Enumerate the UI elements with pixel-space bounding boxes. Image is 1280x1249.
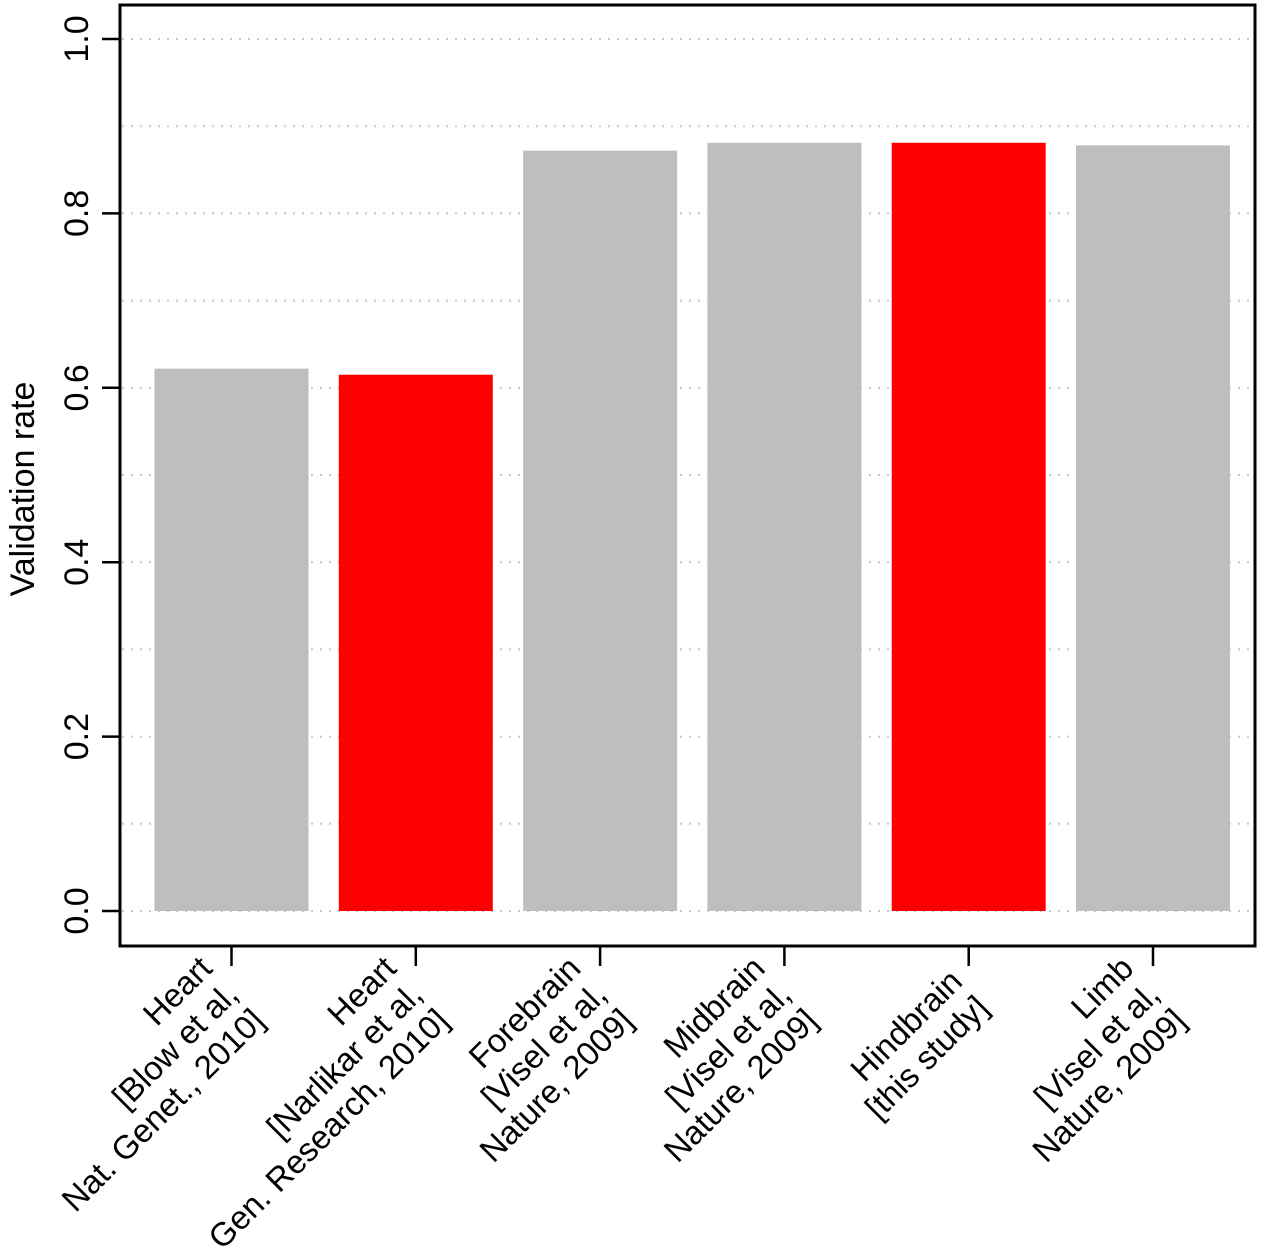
bar [707,142,862,911]
y-tick-label: 0.4 [58,539,96,586]
x-tick-label: Forebrain[Visel et al,Nature, 2009] [420,949,640,1169]
bar [523,150,678,912]
x-axis: Heart[Blow et al,Nat. Genet., 2010]Heart… [2,945,1193,1249]
y-tick-label: 0.0 [58,887,96,934]
bar [1076,145,1230,911]
x-tick-label: Limb[Visel et al,Nature, 2009] [973,949,1193,1169]
y-axis: 0.0 0.2 0.4 0.6 0.8 1.0 [58,15,121,935]
bar [338,374,493,912]
bar [154,368,309,912]
x-tick-label: Heart[Blow et al,Nat. Genet., 2010] [2,949,271,1218]
y-tick-label: 0.8 [58,190,96,237]
x-tick-label: Midbrain[Visel et al,Nature, 2009] [604,949,824,1169]
bars [154,142,1230,912]
y-axis-title: Validation rate [4,382,42,597]
y-tick-label: 1.0 [58,15,96,62]
x-tick-label: Hindbrain[this study] [831,962,995,1126]
y-tick-label: 0.6 [58,364,96,411]
y-tick-label: 0.2 [58,713,96,760]
bar [891,142,1046,911]
